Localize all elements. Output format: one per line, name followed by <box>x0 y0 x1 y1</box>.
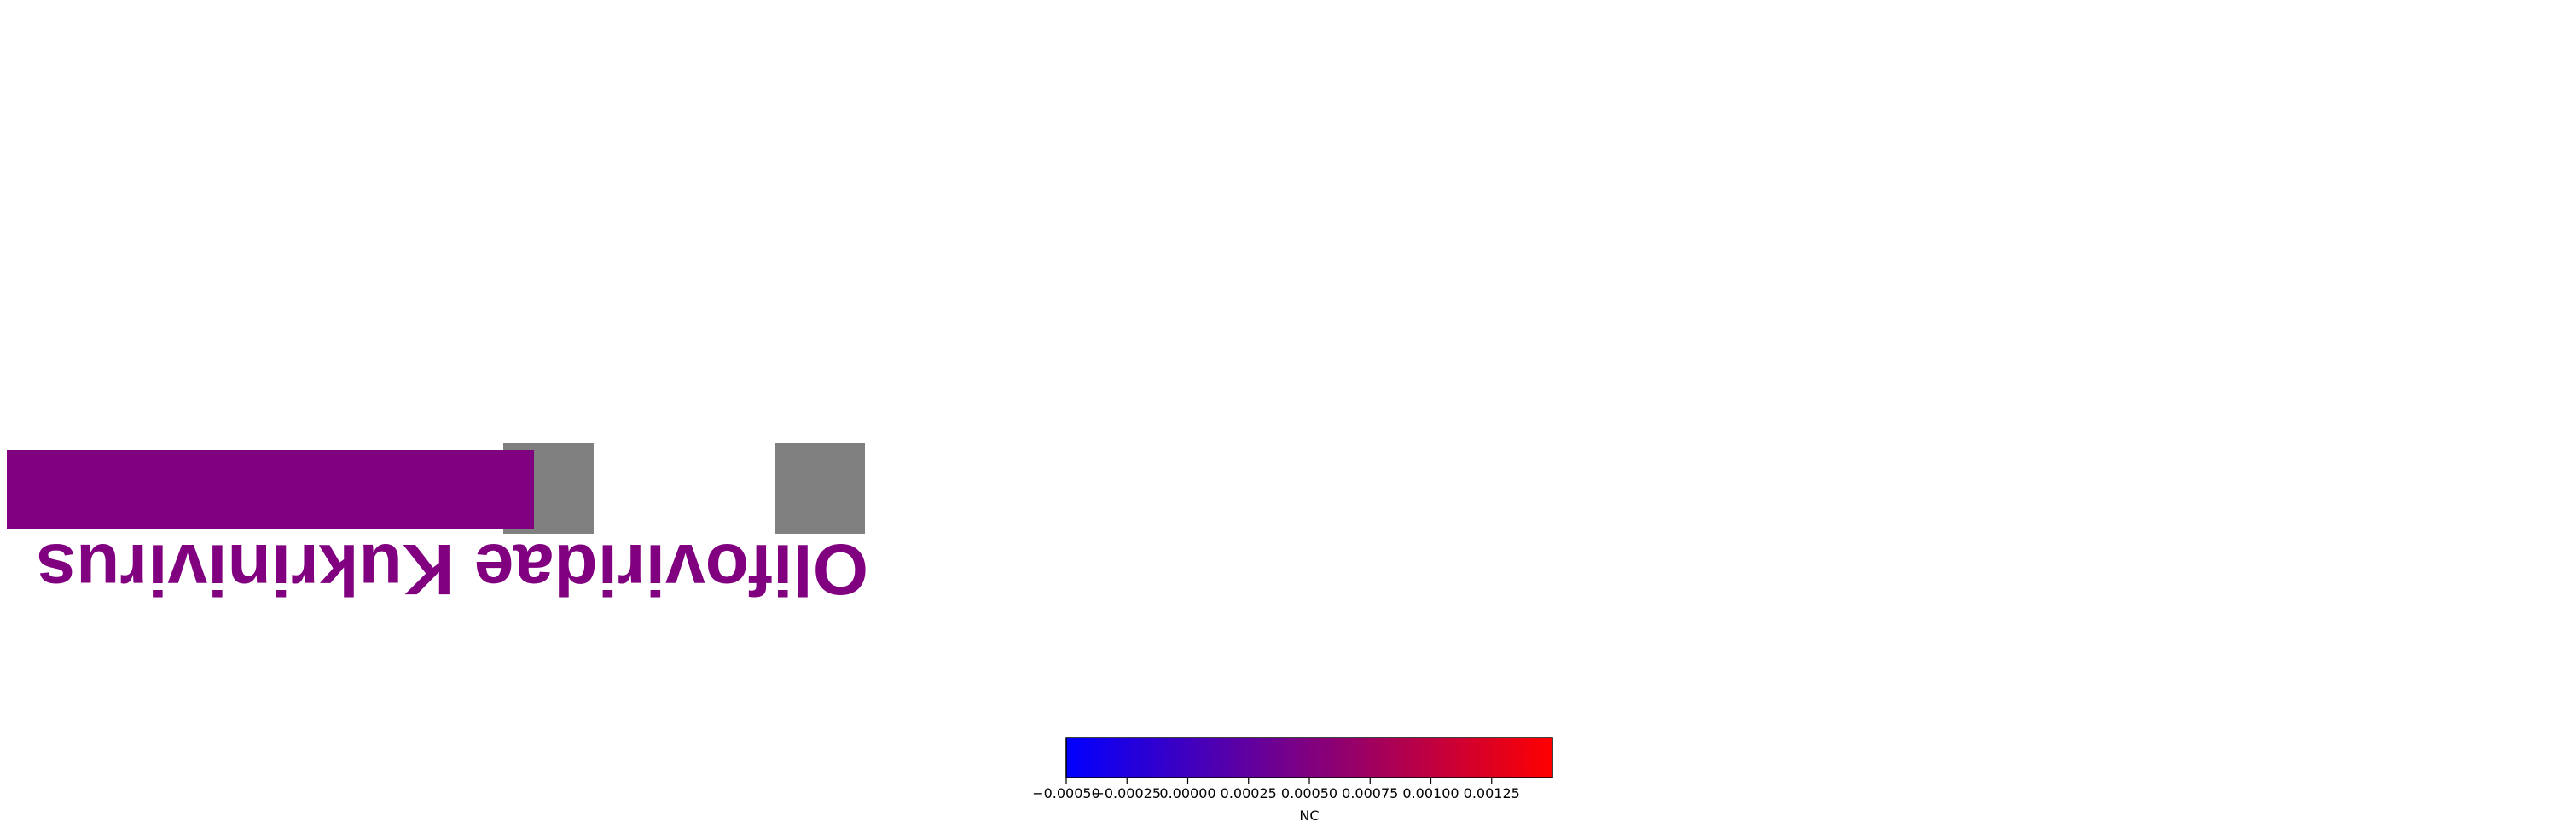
colorbar-tick-label: 0.00075 <box>1342 785 1398 801</box>
colorbar-tick-label: −0.00025 <box>1093 785 1161 801</box>
colorbar-tick-label: 0.00125 <box>1464 785 1520 801</box>
colorbar-tick-label: 0.00025 <box>1221 785 1277 801</box>
colorbar-tick-label: 0.00000 <box>1159 785 1215 801</box>
heatmap-tiles <box>7 443 865 534</box>
colorbar-gradient <box>1065 737 1553 778</box>
colorbar-tick-label: −0.00050 <box>1032 785 1100 801</box>
rotated-taxon-label: Olifoviridae Kukrinivirus <box>36 529 868 610</box>
colorbar-label: NC <box>1299 807 1319 824</box>
tile-purple-bar <box>7 450 534 529</box>
colorbar-tick-label: 0.00050 <box>1281 785 1337 801</box>
tile-gray-2 <box>775 443 865 534</box>
colorbar-tick-label: 0.00100 <box>1402 785 1459 801</box>
